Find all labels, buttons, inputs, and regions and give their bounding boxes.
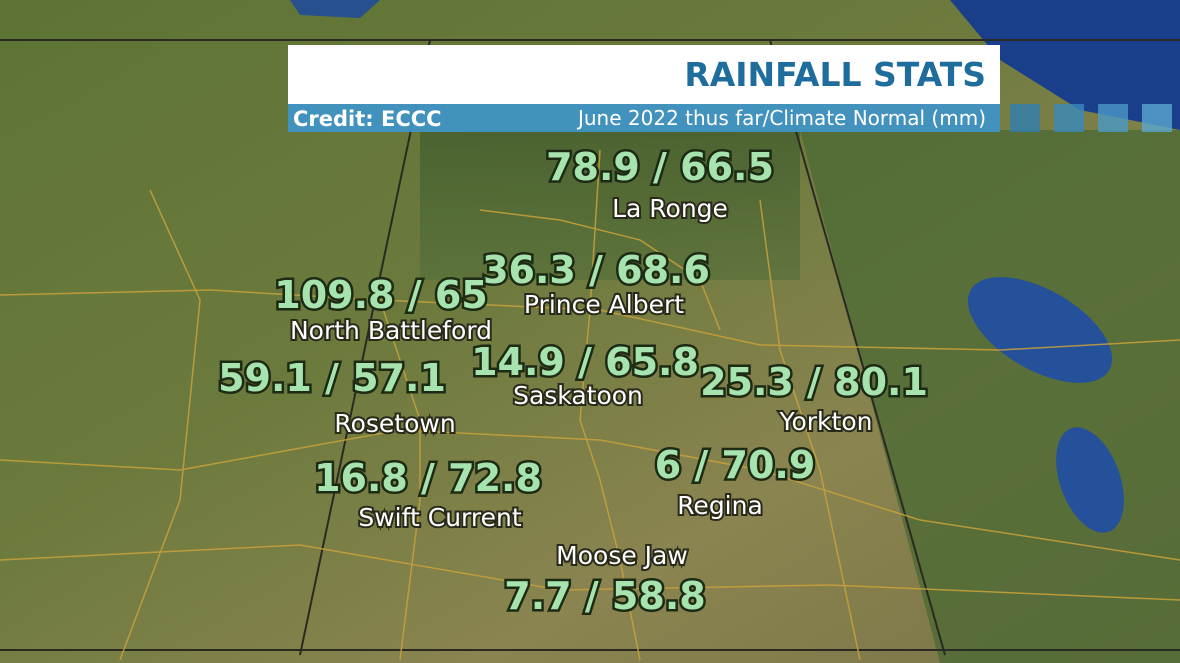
station-name: Regina bbox=[677, 491, 763, 520]
station-name: North Battleford bbox=[290, 316, 492, 345]
credit: Credit: ECCC bbox=[293, 107, 442, 131]
station-value: 16.8 / 72.8 bbox=[314, 456, 542, 500]
station-value: 109.8 / 65 bbox=[274, 273, 487, 317]
station-name: La Ronge bbox=[612, 194, 728, 223]
station-value: 6 / 70.9 bbox=[655, 443, 816, 487]
station-name: Moose Jaw bbox=[556, 541, 688, 570]
deco-square bbox=[1098, 104, 1128, 132]
deco-square bbox=[1142, 104, 1172, 132]
station-value: 36.3 / 68.6 bbox=[482, 248, 710, 292]
station-value: 14.9 / 65.8 bbox=[471, 340, 699, 384]
station-value: 25.3 / 80.1 bbox=[700, 360, 928, 404]
header: RAINFALL STATS Credit: ECCC June 2022 th… bbox=[288, 45, 1172, 132]
station-name: Prince Albert bbox=[524, 290, 684, 319]
station-value: 59.1 / 57.1 bbox=[218, 356, 446, 400]
title: RAINFALL STATS bbox=[684, 55, 986, 94]
station-value: 7.7 / 58.8 bbox=[504, 574, 705, 618]
station-value: 78.9 / 66.5 bbox=[546, 145, 774, 189]
station-name: Swift Current bbox=[358, 503, 521, 532]
deco-square bbox=[1010, 104, 1040, 132]
station-name: Rosetown bbox=[334, 409, 455, 438]
subtitle-bar bbox=[288, 104, 1000, 132]
subtitle: June 2022 thus far/Climate Normal (mm) bbox=[576, 106, 986, 130]
station-name: Yorkton bbox=[779, 407, 873, 436]
title-box bbox=[288, 45, 1000, 104]
deco-square bbox=[1054, 104, 1084, 132]
station-name: Saskatoon bbox=[513, 381, 643, 410]
